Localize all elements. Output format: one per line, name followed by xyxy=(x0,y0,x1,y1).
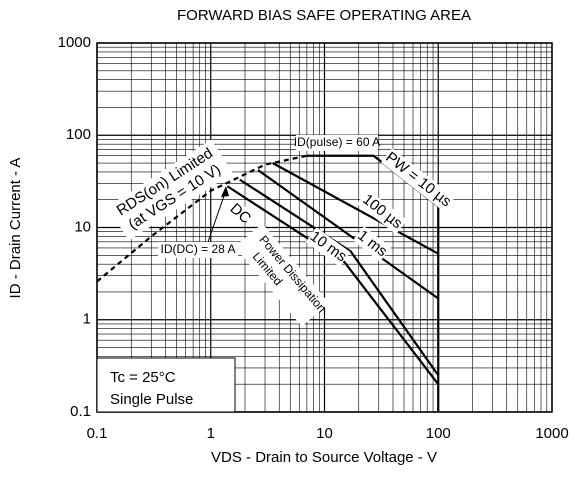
label-bg xyxy=(352,226,392,262)
label-bg xyxy=(107,139,233,241)
data-line xyxy=(239,178,440,376)
curve-label: 100 µs xyxy=(359,191,405,232)
x-tick-label: 100 xyxy=(426,425,451,442)
arrow-head xyxy=(221,186,229,197)
data-line xyxy=(257,169,439,300)
plot-frame xyxy=(96,42,553,413)
annotation: Single Pulse xyxy=(110,391,193,408)
curve-label: DC xyxy=(227,200,255,227)
conditions-box xyxy=(96,357,236,413)
label-bg xyxy=(158,242,238,258)
annotation: Tc = 25°C xyxy=(110,369,176,386)
label-bg xyxy=(296,135,378,151)
label-bg xyxy=(380,148,456,212)
y-tick-label: 0.1 xyxy=(70,403,91,420)
x-tick-label: 0.1 xyxy=(87,425,108,442)
y-tick-label: 1 xyxy=(83,311,91,328)
x-axis-label: VDS - Drain to Source Voltage - V xyxy=(211,449,437,466)
arrow xyxy=(207,189,227,243)
y-tick-label: 1000 xyxy=(58,34,91,51)
annotation: ID(DC) = 28 A xyxy=(160,242,235,256)
y-tick-label: 10 xyxy=(74,218,91,235)
data-line xyxy=(226,185,440,385)
data-line xyxy=(272,162,439,255)
y-tick-label: 100 xyxy=(66,126,91,143)
x-tick-label: 1000 xyxy=(535,425,568,442)
x-tick-label: 1 xyxy=(207,425,215,442)
label-bg xyxy=(305,227,351,267)
chart-title: FORWARD BIAS SAFE OPERATING AREA xyxy=(177,7,471,24)
data-line xyxy=(96,154,308,283)
x-tick-label: 10 xyxy=(316,425,333,442)
annotation: ID(pulse) = 60 A xyxy=(294,135,380,149)
label-bg xyxy=(356,189,408,235)
curve-label-group: DC xyxy=(226,200,255,228)
curve-label-group: 10 ms xyxy=(305,227,351,267)
label-bg xyxy=(226,200,254,228)
label-bg xyxy=(234,223,330,327)
y-axis-label: ID - Drain Current - A xyxy=(7,158,24,299)
curve-label-group: PW = 10 µs xyxy=(380,148,456,212)
